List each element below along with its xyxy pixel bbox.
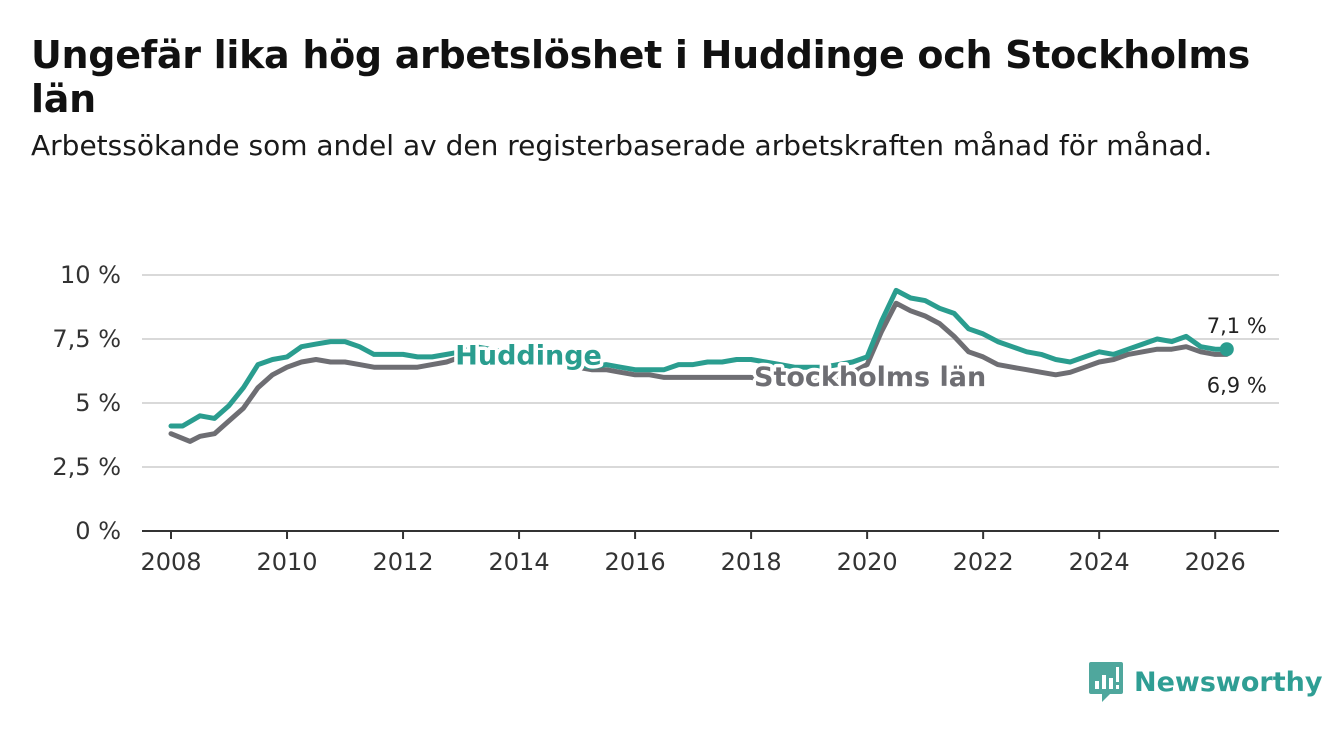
newsworthy-brand: Newsworthy [1088, 660, 1322, 704]
huddinge-inline-label: Huddinge [455, 340, 602, 371]
chart-title: Ungefär lika hög arbetslöshet i Huddinge… [31, 33, 1250, 121]
series-line-stockholms-l-n [168, 300, 1230, 444]
x-tick-label: 2018 [721, 548, 782, 576]
series-labels: 7,1 % 6,9 % Huddinge Stockholms län [452, 312, 1270, 400]
x-tick-label: 2014 [489, 548, 550, 576]
chart-subtitle: Arbetssökande som andel av den registerb… [31, 129, 1213, 162]
gridlines [142, 274, 1279, 468]
y-tick-label: 7,5 % [52, 325, 121, 353]
x-tick-label: 2020 [837, 548, 898, 576]
x-tick-label: 2012 [373, 548, 434, 576]
x-tick-label: 2008 [140, 548, 201, 576]
x-tick-label: 2024 [1069, 548, 1130, 576]
x-tick-label: 2026 [1185, 548, 1246, 576]
series-lines [168, 287, 1234, 444]
huddinge-end-value: 7,1 % [1207, 314, 1267, 338]
newsworthy-logo-icon [1089, 662, 1123, 702]
stockholm-end-value: 6,9 % [1207, 373, 1267, 397]
x-tick-label: 2016 [605, 548, 666, 576]
huddinge-end-marker [1219, 342, 1234, 357]
x-tick-label: 2010 [256, 548, 317, 576]
brand-name: Newsworthy [1134, 666, 1323, 698]
y-tick-label: 10 % [60, 261, 121, 289]
x-tick-label: 2022 [953, 548, 1014, 576]
y-tick-label: 0 % [75, 517, 121, 545]
y-tick-label: 5 % [75, 389, 121, 417]
stockholm-inline-label: Stockholms län [754, 362, 986, 393]
y-tick-label: 2,5 % [52, 453, 121, 481]
series-line-huddinge [168, 287, 1230, 429]
axes: 0 % 2,5 % 5 % 7,5 % 10 % 2008 2010 2012 2014 2016… [52, 261, 1279, 576]
